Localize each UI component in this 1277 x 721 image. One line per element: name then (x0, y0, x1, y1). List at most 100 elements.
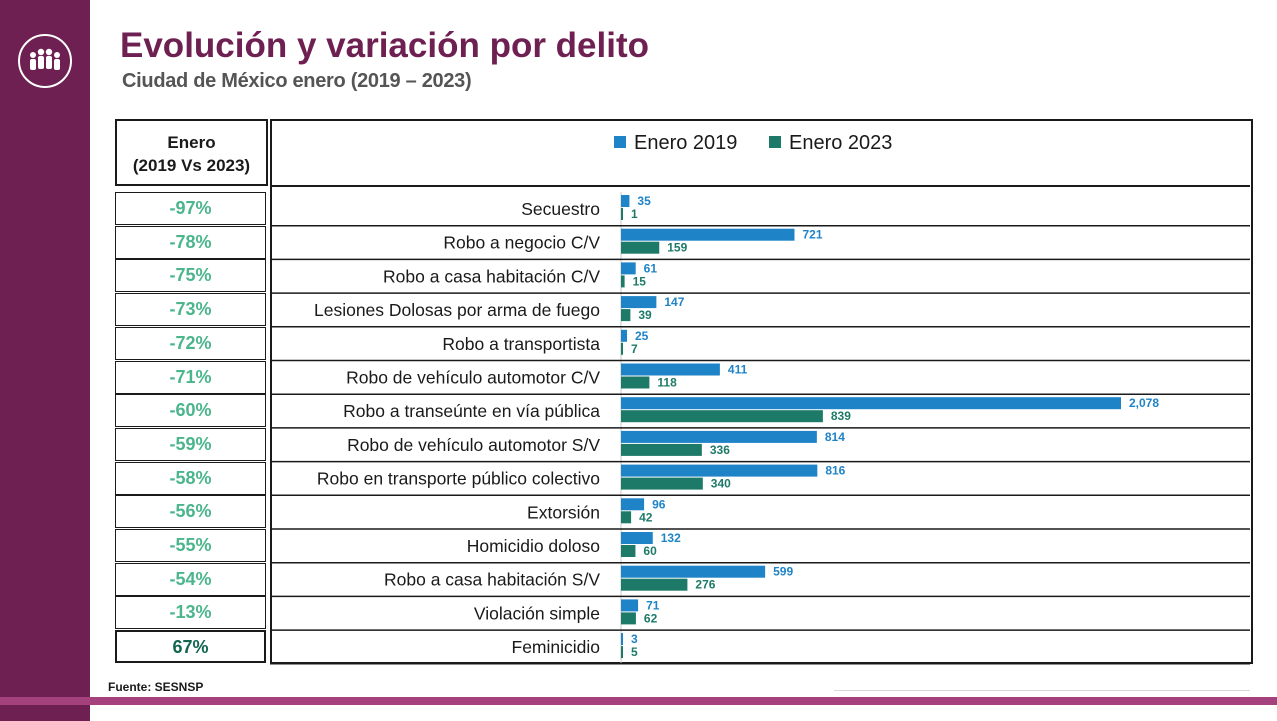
data-label-2019: 3 (631, 632, 638, 646)
bar-2023 (621, 646, 623, 659)
bar-2019 (621, 633, 623, 646)
data-label-2019: 96 (652, 497, 666, 511)
variation-header-line2: (2019 Vs 2023) (132, 156, 251, 175)
bar-2019 (621, 363, 720, 376)
data-label-2023: 39 (638, 308, 652, 322)
data-label-2023: 15 (633, 274, 647, 288)
variation-cell: -73% (115, 293, 266, 327)
people-group-logo-icon (18, 34, 72, 88)
category-label: Violación simple (474, 603, 600, 623)
legend-swatch-2023 (768, 136, 781, 148)
category-label: Lesiones Dolosas por arma de fuego (314, 300, 600, 320)
variation-cell: -58% (115, 461, 266, 495)
bar-2023 (621, 376, 650, 389)
bar-2023 (621, 342, 623, 355)
variation-cell: -71% (115, 360, 266, 394)
bar-2023 (621, 511, 632, 524)
data-label-2019: 2,078 (1129, 396, 1159, 410)
bar-2023 (621, 309, 631, 322)
bar-2019 (621, 228, 795, 241)
category-label: Homicidio doloso (467, 536, 600, 556)
legend-label-2023: Enero 2023 (788, 132, 893, 154)
bar-2023 (621, 545, 636, 557)
data-label-2023: 340 (711, 477, 731, 491)
bar-2023 (621, 410, 823, 423)
category-label: Robo en transporte público colectivo (317, 469, 600, 489)
variation-cell: 67% (115, 630, 266, 664)
bar-2023 (621, 443, 702, 456)
category-label: Feminicidio (512, 637, 601, 657)
variation-column-header: Enero (2019 Vs 2023) (115, 119, 268, 186)
data-label-2019: 721 (802, 228, 822, 242)
data-label-2019: 816 (825, 464, 845, 478)
data-label-2019: 25 (635, 329, 649, 343)
category-label: Robo de vehículo automotor C/V (346, 368, 600, 388)
variation-header-line1: Enero (167, 133, 216, 152)
bar-2019 (621, 262, 636, 275)
data-label-2023: 159 (667, 241, 687, 255)
brand-sidebar (0, 0, 90, 721)
category-label: Robo a casa habitación C/V (383, 266, 600, 286)
legend-item-2023: Enero 2023 (768, 132, 893, 155)
chart-legend: Enero 2019 Enero 2023 (614, 132, 918, 155)
variation-cell: -72% (115, 326, 266, 360)
data-label-2019: 814 (825, 430, 845, 444)
data-label-2019: 132 (661, 531, 681, 545)
data-label-2023: 60 (643, 544, 657, 558)
data-label-2023: 839 (831, 409, 851, 423)
category-label: Robo a transportista (442, 334, 600, 354)
category-label: Extorsión (527, 502, 600, 522)
data-label-2023: 336 (710, 443, 730, 457)
category-label: Robo a casa habitación S/V (384, 570, 600, 590)
legend-label-2019: Enero 2019 (634, 132, 738, 154)
bar-2023 (621, 578, 688, 591)
footer-divider (834, 690, 1250, 691)
category-label: Robo a negocio C/V (443, 233, 600, 253)
variation-cell: -60% (115, 394, 266, 428)
bar-2019 (621, 532, 653, 544)
category-label: Robo de vehículo automotor S/V (347, 435, 600, 455)
bar-2019 (621, 329, 628, 342)
data-label-2019: 61 (644, 261, 658, 275)
data-label-2023: 118 (657, 376, 677, 390)
footer-white-strip (90, 705, 1277, 721)
variation-cell: -56% (115, 495, 266, 529)
bar-2019 (621, 599, 639, 612)
data-label-2023: 5 (631, 645, 638, 659)
bar-2023 (621, 477, 703, 490)
bar-2019 (621, 195, 630, 207)
category-label: Robo a transeúnte en vía pública (343, 401, 600, 421)
data-label-2019: 71 (646, 598, 660, 612)
bar-2019 (621, 296, 657, 309)
source-note: Fuente: SESNSP (108, 680, 204, 694)
variation-cell: -55% (115, 529, 266, 562)
people-group-icon (30, 48, 60, 70)
data-label-2019: 411 (728, 363, 748, 377)
variation-cell: -13% (115, 596, 266, 630)
variation-cell: -54% (115, 562, 266, 596)
bar-2023 (621, 612, 636, 625)
chart-frame (270, 119, 1253, 664)
page-title: Evolución y variación por delito (120, 26, 649, 65)
footer-accent-bar (0, 697, 1277, 705)
bar-2019 (621, 565, 766, 578)
bar-2019 (621, 498, 645, 511)
legend-item-2019: Enero 2019 (614, 132, 737, 155)
variation-cell: -59% (115, 427, 266, 461)
data-label-2023: 1 (631, 207, 638, 221)
bar-2019 (621, 430, 817, 443)
data-label-2019: 35 (637, 194, 651, 208)
category-label: Secuestro (521, 199, 600, 219)
legend-swatch-2019 (614, 136, 626, 148)
data-label-2023: 7 (631, 342, 638, 356)
page-subtitle: Ciudad de México enero (2019 – 2023) (122, 70, 472, 92)
variation-cell: -75% (115, 259, 266, 293)
variation-cell: -97% (115, 192, 266, 225)
bar-2023 (621, 241, 660, 254)
variation-cell: -78% (115, 225, 266, 259)
data-label-2019: 599 (773, 565, 793, 579)
bar-2019 (621, 397, 1121, 410)
data-label-2019: 147 (664, 295, 684, 309)
data-label-2023: 276 (695, 578, 715, 592)
